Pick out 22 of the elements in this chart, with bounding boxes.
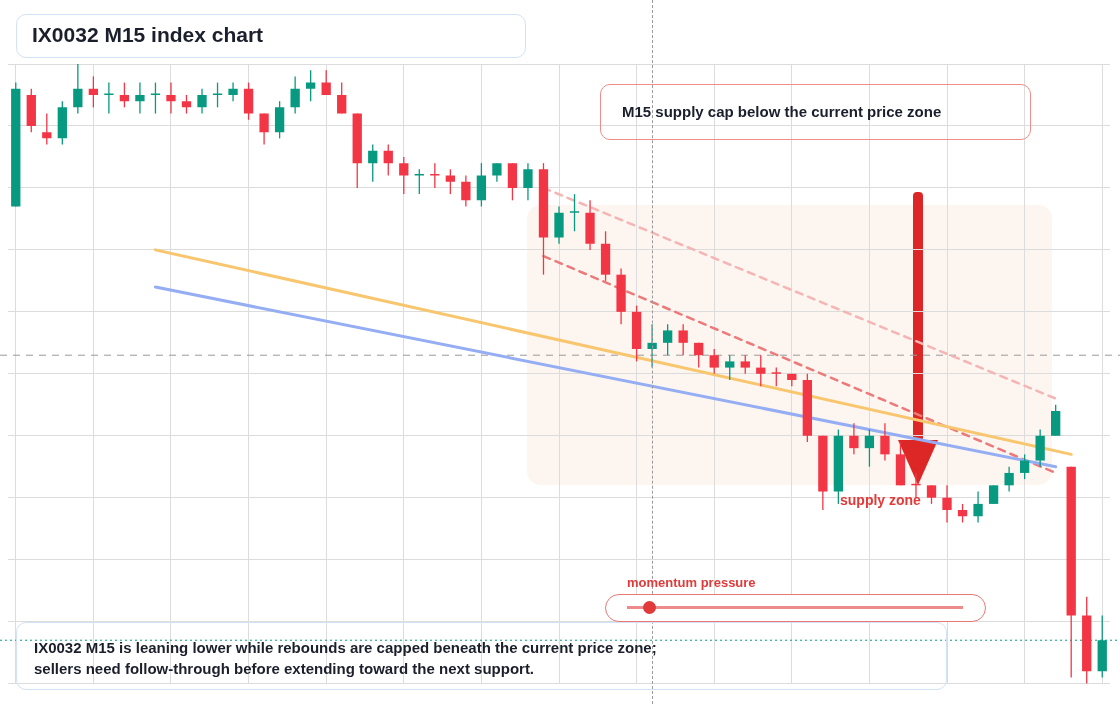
annotation: momentum pressure bbox=[627, 575, 756, 590]
candlestick bbox=[709, 348, 719, 375]
candlestick bbox=[678, 323, 688, 356]
candlestick bbox=[926, 484, 937, 505]
candlestick bbox=[399, 156, 409, 195]
annotation: M15 supply cap below the current price zone bbox=[622, 103, 942, 120]
candlestick bbox=[414, 168, 424, 195]
annotation: IX0032 M15 is leaning lower while rebounds are capped beneath the current price zone; sellers need follow-through before extending toward the next support. bbox=[34, 638, 658, 679]
candlestick bbox=[1035, 428, 1045, 468]
candlestick bbox=[104, 81, 114, 115]
candlestick bbox=[430, 162, 440, 189]
annotation: supply zone bbox=[840, 492, 921, 508]
candlestick bbox=[73, 63, 83, 115]
candlestick bbox=[662, 323, 673, 356]
candlestick bbox=[212, 81, 223, 109]
chart-title: IX0032 M15 index chart bbox=[32, 23, 264, 47]
candlestick bbox=[740, 354, 750, 375]
candlestick bbox=[492, 162, 502, 183]
candlestick bbox=[150, 81, 161, 115]
candlestick bbox=[725, 354, 735, 381]
candlestick bbox=[569, 193, 580, 232]
candlestick bbox=[771, 366, 781, 387]
